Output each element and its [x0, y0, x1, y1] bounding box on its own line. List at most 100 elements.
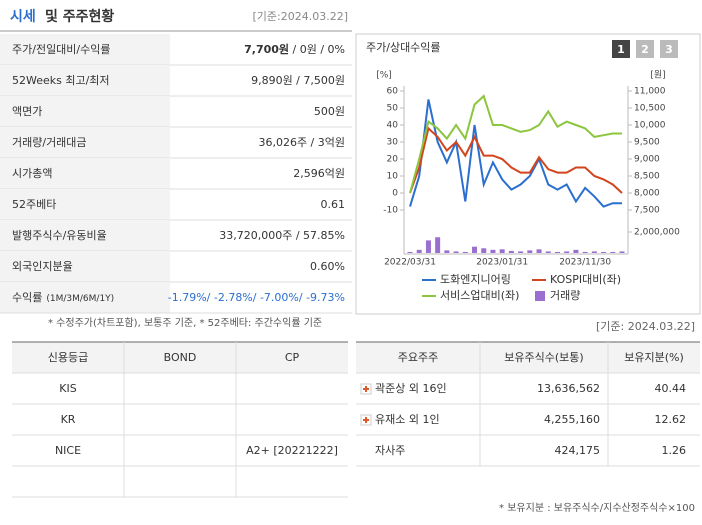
holder-pct: 1.26	[662, 444, 687, 457]
y-unit: [%]	[376, 71, 392, 81]
header: CP	[285, 351, 300, 364]
volume-bar	[619, 251, 625, 253]
label: 수익률	[12, 291, 42, 304]
row-value: 36,026주 / 3억원	[258, 136, 345, 149]
holder-name: 곽준상 외 16인	[375, 382, 447, 395]
y2-tick-label: 9,500	[634, 138, 660, 148]
y-tick-label: 10	[387, 172, 399, 182]
label-cell	[0, 65, 170, 96]
row-value: -1.79%/ -2.78%/ -7.00%/ -9.73%	[168, 291, 345, 304]
label: 발행주식수/유동비율	[12, 229, 107, 242]
line-series	[409, 99, 622, 208]
row-value: 7,700원 / 0원 / 0%	[244, 42, 345, 56]
tab-bg	[660, 40, 678, 58]
value: / 0원 / 0%	[289, 43, 345, 56]
row-label: 거래량/거래대금	[12, 136, 87, 149]
volume-bar	[453, 251, 459, 253]
chart-box	[355, 33, 701, 315]
legend-label: 거래량	[550, 289, 580, 302]
header: 보유주식수(보통)	[504, 351, 583, 364]
legend-swatch	[535, 291, 545, 301]
value: 36,026주 / 3억원	[258, 136, 345, 149]
volume-bar	[499, 249, 505, 253]
row-value: 9,890원 / 7,500원	[251, 74, 345, 87]
label: 주가/전일대비/수익률	[12, 42, 111, 56]
date: [기준:2024.03.22]	[252, 10, 348, 23]
y2-tick-label: 7,500	[634, 206, 660, 216]
tab-label: 1	[617, 43, 625, 56]
row-value: 0.60%	[310, 260, 345, 273]
row-label: 52주베타	[12, 198, 56, 211]
header: 신용등급	[48, 351, 88, 364]
volume-bar	[536, 249, 542, 253]
label-cell	[0, 189, 170, 220]
title: 및 주주현황	[45, 8, 114, 25]
y2-tick-label: 10,500	[634, 104, 666, 114]
row-value: 2,596억원	[293, 167, 345, 180]
header-row	[356, 342, 700, 373]
label: 시가총액	[12, 167, 52, 180]
volume-bar	[564, 251, 570, 253]
volume-bar	[601, 251, 607, 253]
volume-bar	[573, 249, 579, 253]
volume-bar	[416, 249, 422, 253]
row-value: 500원	[314, 105, 345, 118]
holder-pct: 12.62	[655, 413, 687, 426]
y2-tick-label: 10,000	[634, 121, 666, 131]
label-cell	[0, 158, 170, 189]
y-tick-label: 20	[387, 155, 399, 165]
volume-bar	[481, 248, 487, 253]
label-note: (1M/3M/6M/1Y)	[46, 294, 114, 304]
volume-bar	[582, 251, 588, 253]
row-label: 52Weeks 최고/최저	[12, 74, 110, 87]
row-label: 외국인지분율	[12, 260, 73, 273]
label: 거래량/거래대금	[12, 136, 87, 149]
cell: KR	[61, 413, 76, 426]
expand-icon[interactable]	[360, 414, 372, 426]
cell: KIS	[59, 382, 76, 395]
volume-bar	[435, 237, 441, 253]
row-label: 주가/전일대비/수익률	[12, 42, 111, 56]
label-cell	[0, 34, 170, 65]
volume-bar	[472, 246, 478, 253]
legend-label: 서비스업대비(좌)	[440, 289, 519, 302]
holder-name: 유재소 외 1인	[375, 413, 440, 426]
x-tick-label: 2023/01/31	[476, 258, 528, 268]
title-highlight: 시세	[10, 9, 36, 25]
value: -1.79%/ -2.78%/ -7.00%/ -9.73%	[168, 291, 345, 304]
label: 52Weeks 최고/최저	[12, 74, 110, 87]
volume-bar	[425, 240, 431, 253]
tab-button[interactable]: 1	[612, 40, 630, 58]
value: 9,890원 / 7,500원	[251, 74, 345, 87]
volume-bar	[444, 250, 450, 253]
volume-bar	[462, 251, 468, 253]
y-tick-label: 40	[387, 121, 399, 131]
x-tick-label: 2022/03/31	[384, 258, 436, 268]
x-tick-label: 2023/11/30	[559, 258, 611, 268]
label: 52주베타	[12, 198, 56, 211]
label: 외국인지분율	[12, 260, 73, 273]
value: 500원	[314, 105, 345, 118]
label-cell	[0, 282, 170, 313]
volume-bar	[545, 251, 551, 253]
label: 액면가	[12, 105, 42, 118]
row-value: 0.61	[321, 198, 346, 211]
tab-button[interactable]: 3	[660, 40, 678, 58]
y-tick-label: 30	[387, 138, 399, 148]
icon-plus	[363, 417, 369, 423]
volume-bar	[610, 251, 616, 253]
footnote: * 수정주가(차트포함), 보통주 기준, * 52주베타: 주간수익률 기준	[48, 317, 322, 329]
volume-tick-label: 2,000,000	[634, 228, 680, 238]
value: 33,720,000주 / 57.85%	[219, 229, 345, 242]
row-label: 시가총액	[12, 167, 52, 180]
row-value: 33,720,000주 / 57.85%	[219, 229, 345, 242]
expand-icon[interactable]	[360, 383, 372, 395]
y-tick-label: 0	[392, 189, 398, 199]
header-row	[12, 342, 348, 373]
y2-unit: [원]	[650, 70, 665, 81]
y-tick-label: 50	[387, 104, 399, 114]
cell: A2+ [20221222]	[246, 444, 338, 457]
header: BOND	[164, 351, 197, 364]
tab-button[interactable]: 2	[636, 40, 654, 58]
